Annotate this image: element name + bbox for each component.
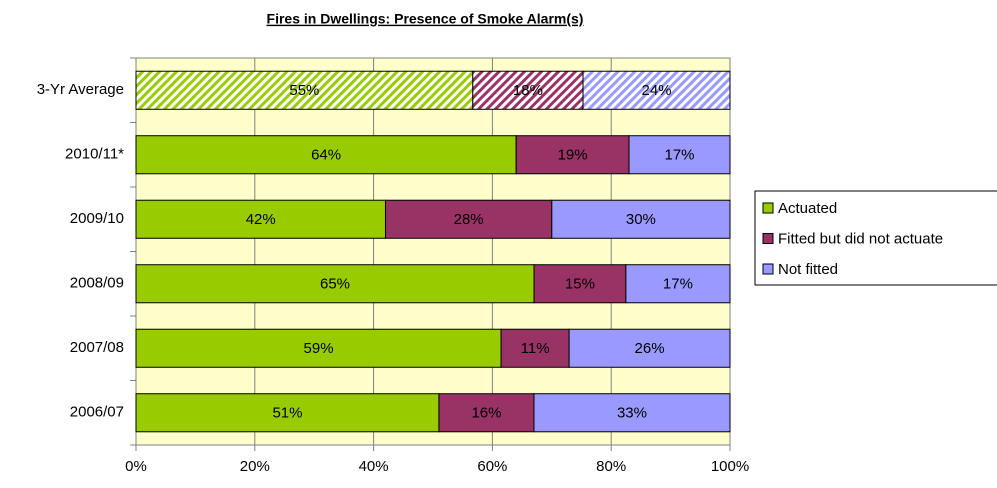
legend-label: Not fitted <box>778 261 838 278</box>
x-tick-label: 40% <box>359 458 389 475</box>
data-label: 16% <box>471 405 501 422</box>
legend-swatch <box>762 263 774 275</box>
data-label: 17% <box>663 276 693 293</box>
x-tick-label: 80% <box>596 458 626 475</box>
y-tick-label: 2010/11* <box>65 146 124 163</box>
legend-swatch <box>762 202 774 214</box>
data-label: 51% <box>272 405 302 422</box>
y-tick-label: 3-Yr Average <box>37 81 124 98</box>
bar-segment <box>533 393 731 433</box>
data-label: 15% <box>565 276 595 293</box>
bar-segment <box>628 135 731 175</box>
data-label: 33% <box>617 405 647 422</box>
data-label: 24% <box>641 82 671 99</box>
x-tick-label: 100% <box>711 458 749 475</box>
x-tick-label: 20% <box>240 458 270 475</box>
bar-segment <box>472 70 584 110</box>
data-label: 11% <box>521 340 550 357</box>
bar-segment <box>384 199 553 239</box>
bar-segment <box>515 135 630 175</box>
bar-segment <box>625 264 731 304</box>
bar-segment <box>568 328 731 368</box>
y-tick-label: 2008/09 <box>70 275 124 292</box>
y-tick-label: 2007/08 <box>70 339 124 356</box>
y-tick-label: 2009/10 <box>70 210 124 227</box>
bar-segment <box>135 70 474 110</box>
legend-label: Fitted but did not actuate <box>778 230 943 247</box>
chart-title: Fires in Dwellings: Presence of Smoke Al… <box>267 11 584 27</box>
data-label: 42% <box>246 211 276 228</box>
bar-segment <box>135 135 517 175</box>
bar-segment <box>582 70 731 110</box>
data-label: 59% <box>304 340 334 357</box>
bar-segment <box>500 328 570 368</box>
data-label: 64% <box>311 147 341 164</box>
data-label: 19% <box>558 147 588 164</box>
data-label: 17% <box>664 147 694 164</box>
x-tick-label: 0% <box>125 458 147 475</box>
x-tick-label: 60% <box>477 458 507 475</box>
data-label: 18% <box>513 82 543 99</box>
data-label: 28% <box>454 211 484 228</box>
legend-box <box>754 190 997 286</box>
bar-segment <box>551 199 731 239</box>
bar-segment <box>533 264 627 304</box>
bar-segment <box>135 264 535 304</box>
data-label: 30% <box>626 211 656 228</box>
data-label: 26% <box>635 340 665 357</box>
legend-label: Actuated <box>778 200 837 217</box>
bar-segment <box>135 199 386 239</box>
legend-swatch <box>762 233 774 244</box>
data-label: 55% <box>289 82 319 99</box>
plot-area <box>135 57 731 446</box>
data-label: 65% <box>320 276 350 293</box>
y-tick-label: 2006/07 <box>70 404 124 421</box>
